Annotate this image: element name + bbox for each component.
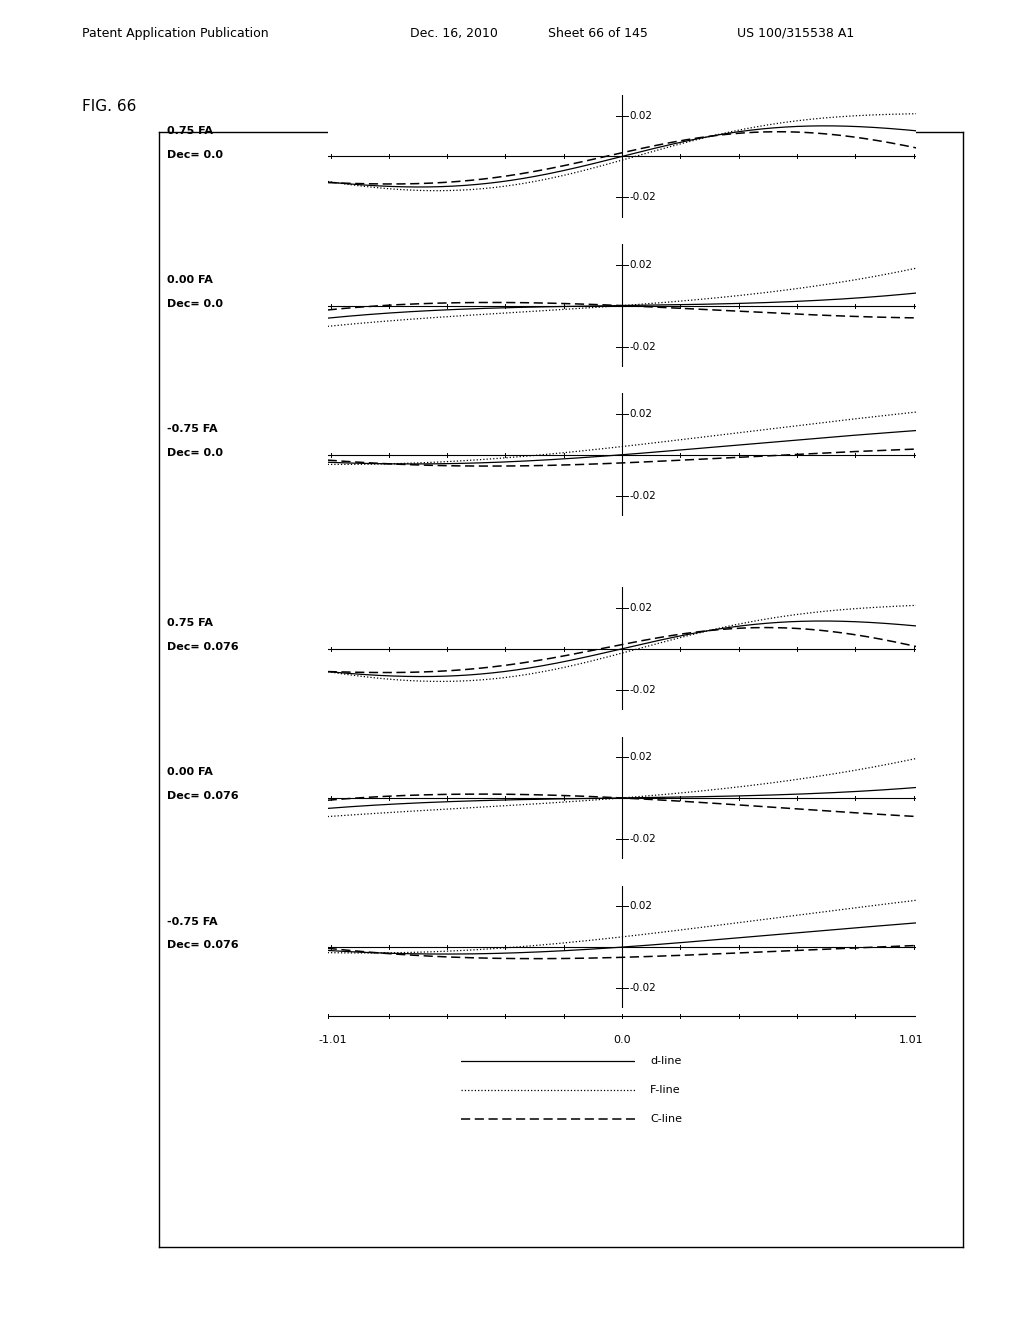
- Text: -0.02: -0.02: [630, 342, 656, 351]
- Text: 0.02: 0.02: [630, 409, 652, 418]
- Text: 0.00 FA: 0.00 FA: [167, 767, 213, 777]
- Text: d-line: d-line: [650, 1056, 682, 1067]
- Text: -0.02: -0.02: [630, 491, 656, 500]
- Text: Dec= 0.0: Dec= 0.0: [167, 447, 223, 458]
- Text: -0.02: -0.02: [630, 983, 656, 993]
- Text: Patent Application Publication: Patent Application Publication: [82, 26, 268, 40]
- Text: 0.75 FA: 0.75 FA: [167, 125, 213, 136]
- Text: 0.02: 0.02: [630, 603, 652, 612]
- Text: 0.02: 0.02: [630, 902, 652, 911]
- Text: Dec= 0.0: Dec= 0.0: [167, 298, 223, 309]
- Text: 0.0: 0.0: [613, 1035, 631, 1045]
- Text: F-line: F-line: [650, 1085, 681, 1096]
- Text: US 100/315538 A1: US 100/315538 A1: [737, 26, 855, 40]
- Text: -0.02: -0.02: [630, 685, 656, 694]
- Text: 0.02: 0.02: [630, 260, 652, 269]
- Text: 0.75 FA: 0.75 FA: [167, 618, 213, 628]
- Text: Dec. 16, 2010: Dec. 16, 2010: [410, 26, 498, 40]
- Text: -1.01: -1.01: [318, 1035, 347, 1045]
- Text: Sheet 66 of 145: Sheet 66 of 145: [548, 26, 648, 40]
- Text: -0.75 FA: -0.75 FA: [167, 424, 217, 434]
- Text: Dec= 0.076: Dec= 0.076: [167, 642, 239, 652]
- Text: 1.01: 1.01: [899, 1035, 924, 1045]
- Text: -0.02: -0.02: [630, 834, 656, 843]
- Text: C-line: C-line: [650, 1114, 682, 1125]
- Text: 0.00 FA: 0.00 FA: [167, 275, 213, 285]
- Text: Dec= 0.076: Dec= 0.076: [167, 791, 239, 801]
- Text: 0.02: 0.02: [630, 752, 652, 762]
- Text: 0.02: 0.02: [630, 111, 652, 120]
- Text: -0.02: -0.02: [630, 193, 656, 202]
- Text: FIG. 66: FIG. 66: [82, 99, 136, 114]
- Text: Dec= 0.076: Dec= 0.076: [167, 940, 239, 950]
- Text: -0.75 FA: -0.75 FA: [167, 916, 217, 927]
- Text: Dec= 0.0: Dec= 0.0: [167, 149, 223, 160]
